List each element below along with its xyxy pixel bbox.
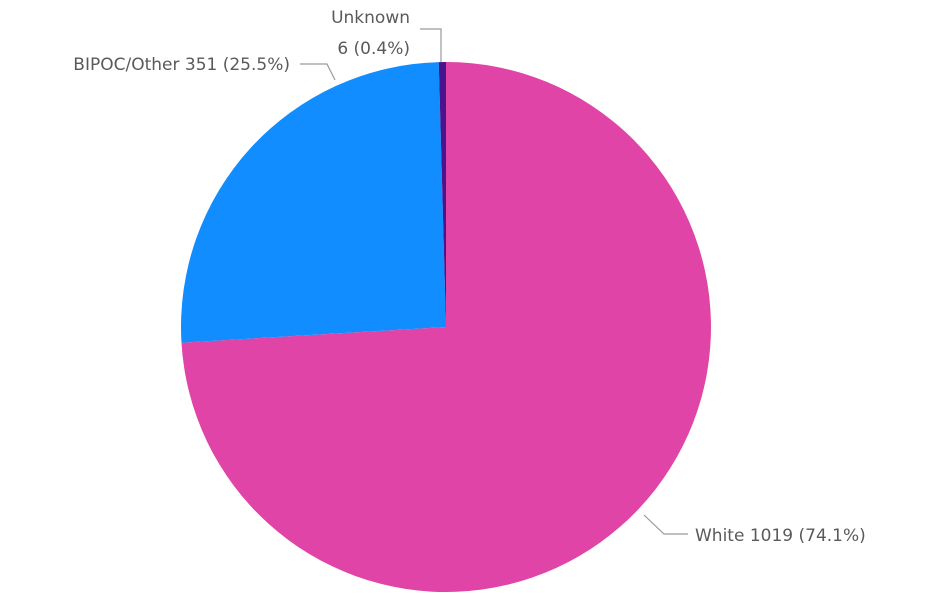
pie-slice-white[interactable] [181, 62, 712, 592]
pie-slices [181, 62, 712, 592]
slice-label-unknown-value: 6 (0.4%) [337, 39, 410, 59]
pie-slice-bipoc-other[interactable] [181, 62, 446, 343]
pie-slice-unknown[interactable] [438, 62, 446, 327]
leader-line-bipoc [300, 63, 336, 81]
leader-line-white [643, 514, 688, 535]
leader-line-unknown [420, 28, 442, 62]
slice-label-white: White 1019 (74.1%) [695, 526, 866, 546]
slice-label-bipoc: BIPOC/Other 351 (25.5%) [73, 55, 290, 75]
slice-label-unknown-name: Unknown [331, 8, 410, 28]
